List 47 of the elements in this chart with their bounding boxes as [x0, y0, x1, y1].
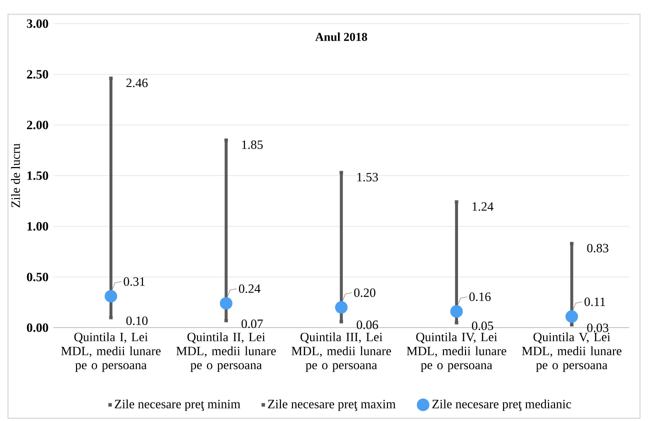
data-label: 0.10 — [126, 316, 148, 326]
point — [109, 76, 113, 80]
x-tick-label: Quintila I, Lei MDL, medii lunare pe o persoana — [61, 332, 161, 372]
point — [340, 170, 344, 174]
y-tick-label: 3.00 — [26, 19, 48, 28]
point — [109, 316, 113, 320]
point — [570, 322, 574, 326]
x-tick-label: Quintila IV, Lei MDL, medii lunare pe o persoana — [406, 332, 506, 372]
point — [454, 200, 458, 204]
legend-label: Zile necesare preţ maxim — [268, 399, 396, 411]
data-label: 0.03 — [587, 324, 608, 332]
data-label: 0.20 — [354, 288, 376, 298]
y-tick-label: 2.00 — [26, 120, 48, 130]
point — [570, 242, 574, 246]
point — [450, 305, 463, 318]
point — [335, 301, 348, 314]
x-tick-label: Quintila III, Lei MDL, medii lunare pe o persoana — [292, 332, 392, 372]
point — [340, 320, 344, 324]
x-tick-label: Quintila V, Lei MDL, medii lunare pe o persoana — [522, 332, 622, 372]
data-label: 2.46 — [126, 78, 148, 88]
data-label: 0.05 — [472, 322, 494, 330]
data-label: 0.31 — [124, 277, 145, 286]
y-tick-label: 1.00 — [27, 222, 48, 231]
data-label: 1.85 — [242, 140, 263, 150]
y-tick-label: 0.50 — [26, 272, 48, 282]
point — [220, 297, 232, 310]
data-label: 0.16 — [469, 292, 491, 302]
point — [224, 138, 228, 142]
data-label: 0.07 — [242, 320, 263, 328]
y-tick-label: 2.50 — [26, 70, 48, 79]
y-axis-title: Zile de lucru — [11, 144, 20, 208]
data-label: 0.83 — [587, 244, 608, 252]
x-tick-label: Quintila II, Lei MDL, medii lunare pe o persoana — [176, 332, 276, 372]
data-label: 0.06 — [356, 320, 378, 330]
y-tick-label: 0.00 — [26, 323, 48, 332]
data-label: 1.53 — [357, 172, 378, 182]
legend-label: Zile necesare preţ minim — [114, 399, 240, 411]
data-label: 0.24 — [238, 284, 260, 293]
y-tick-label: 1.50 — [27, 171, 48, 180]
point — [454, 320, 458, 324]
legend-label: Zile necesare preţ medianic — [432, 399, 572, 411]
data-label: 1.24 — [472, 202, 494, 211]
point — [104, 290, 118, 303]
point — [565, 310, 578, 323]
point — [224, 318, 228, 322]
text: Anul 2018 — [315, 32, 368, 42]
data-label: 0.11 — [584, 298, 606, 306]
